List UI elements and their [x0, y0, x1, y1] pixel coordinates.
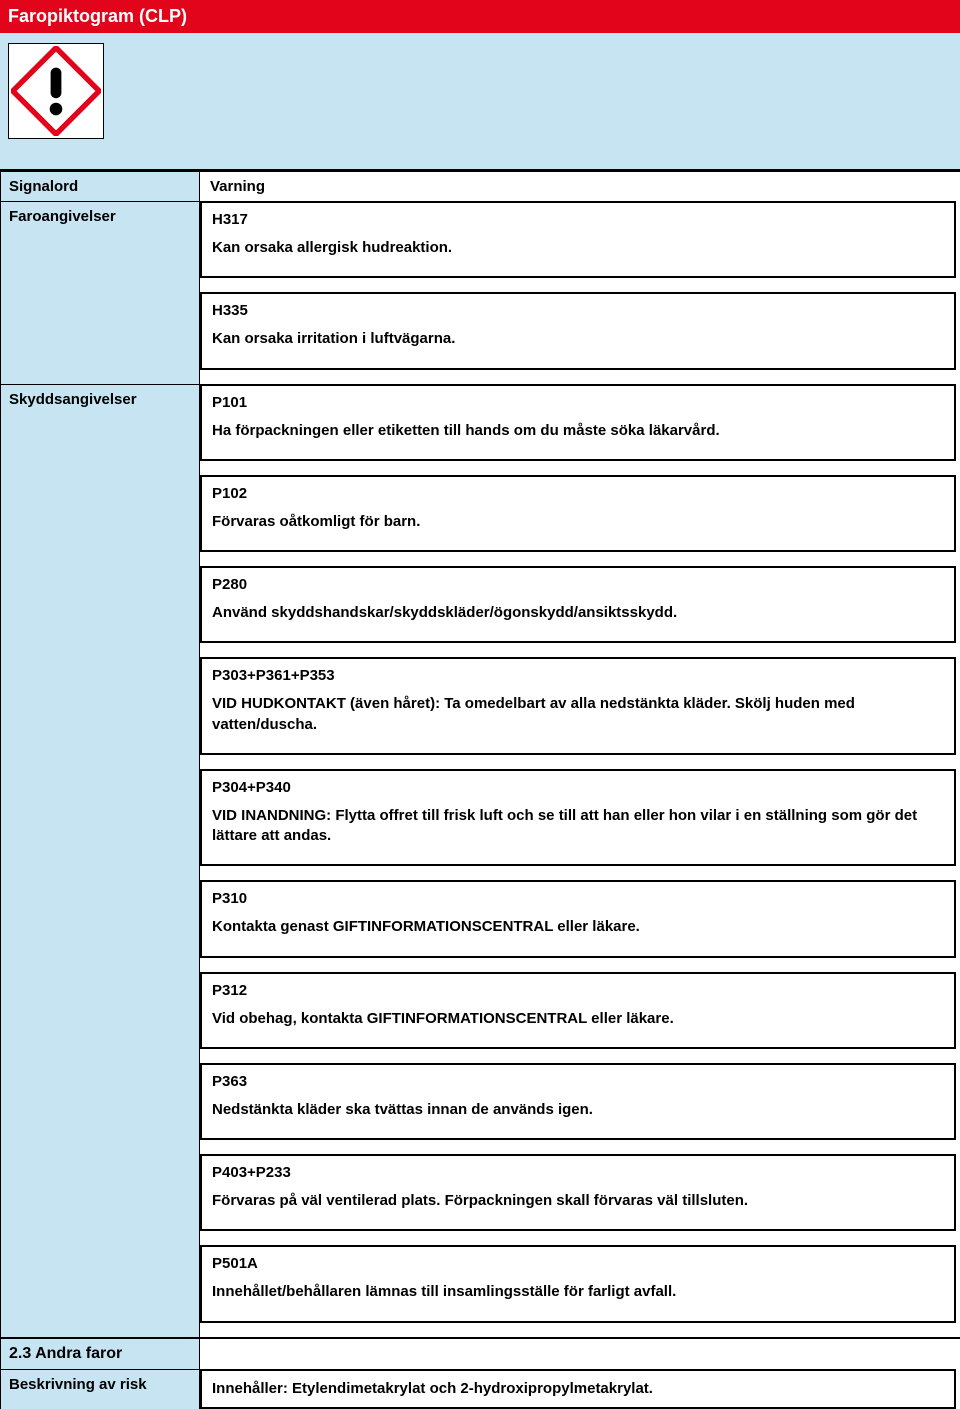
statement-text: Förvaras på väl ventilerad plats. Förpac…: [212, 1191, 944, 1211]
precautionary-statement: P312 Vid obehag, kontakta GIFTINFORMATIO…: [200, 972, 956, 1049]
statement-code: P101: [212, 394, 944, 411]
statement-text: Förvaras oåtkomligt för barn.: [212, 512, 944, 532]
statement-text: Innehållet/behållaren lämnas till insaml…: [212, 1282, 944, 1302]
spacer: [0, 657, 200, 769]
hazard-statements: H335 Kan orsaka irritation i luftvägarna…: [200, 292, 960, 383]
risk-description-label: Beskrivning av risk: [0, 1369, 200, 1409]
risk-description-text: Innehåller: Etylendimetakrylat och 2-hyd…: [212, 1379, 944, 1399]
exclamation-icon: [11, 46, 101, 136]
statement-code: P303+P361+P353: [212, 667, 944, 684]
content-grid: Signalord Varning Faroangivelser H317 Ka…: [0, 170, 960, 1409]
spacer: [0, 769, 200, 881]
statement-code: P280: [212, 576, 944, 593]
spacer: [0, 1154, 200, 1245]
precautionary-statements: P101 Ha förpackningen eller etiketten ti…: [200, 384, 960, 475]
spacer: [0, 1245, 200, 1336]
statement-code: H317: [212, 211, 944, 228]
statement-text: Ha förpackningen eller etiketten till ha…: [212, 421, 944, 441]
statement-text: Kan orsaka allergisk hudreaktion.: [212, 238, 944, 258]
statement-text: Kan orsaka irritation i luftvägarna.: [212, 329, 944, 349]
precautionary-statement: P101 Ha förpackningen eller etiketten ti…: [200, 384, 956, 461]
precautionary-statement: P501A Innehållet/behållaren lämnas till …: [200, 1245, 956, 1322]
precautionary-statement: P280 Använd skyddshandskar/skyddskläder/…: [200, 566, 956, 643]
statement-code: P304+P340: [212, 779, 944, 796]
statement-text: Vid obehag, kontakta GIFTINFORMATIONSCEN…: [212, 1009, 944, 1029]
precautionary-statement: P363 Nedstänkta kläder ska tvättas innan…: [200, 1063, 956, 1140]
ghs-pictogram: [8, 43, 104, 139]
statement-code: P102: [212, 485, 944, 502]
spacer: [0, 880, 200, 971]
statement-code: P363: [212, 1073, 944, 1090]
hazard-statements: H317 Kan orsaka allergisk hudreaktion.: [200, 201, 960, 292]
statement-code: P501A: [212, 1255, 944, 1272]
risk-description: Innehåller: Etylendimetakrylat och 2-hyd…: [200, 1369, 956, 1409]
precautionary-statements-label: Skyddsangivelser: [0, 384, 200, 475]
hazard-statement: H335 Kan orsaka irritation i luftvägarna…: [200, 292, 956, 369]
statement-code: P310: [212, 890, 944, 907]
spacer: [0, 292, 200, 383]
other-hazards-heading: 2.3 Andra faror: [0, 1337, 200, 1369]
spacer: [0, 566, 200, 657]
statement-text: Använd skyddshandskar/skyddskläder/ögons…: [212, 603, 944, 623]
signal-word-value: Varning: [200, 170, 960, 201]
statement-text: Kontakta genast GIFTINFORMATIONSCENTRAL …: [212, 917, 944, 937]
precautionary-statement: P304+P340 VID INANDNING: Flytta offret t…: [200, 769, 956, 867]
signal-word-label: Signalord: [0, 170, 200, 201]
section-header: Faropiktogram (CLP): [0, 0, 960, 33]
statement-code: P312: [212, 982, 944, 999]
statement-text: VID INANDNING: Flytta offret till frisk …: [212, 806, 944, 847]
hazard-statement: H317 Kan orsaka allergisk hudreaktion.: [200, 201, 956, 278]
hazard-statements-label: Faroangivelser: [0, 201, 200, 292]
spacer: [0, 475, 200, 566]
spacer: [0, 972, 200, 1063]
statement-code: P403+P233: [212, 1164, 944, 1181]
statement-text: Nedstänkta kläder ska tvättas innan de a…: [212, 1100, 944, 1120]
precautionary-statement: P310 Kontakta genast GIFTINFORMATIONSCEN…: [200, 880, 956, 957]
pictogram-panel: [0, 33, 960, 170]
precautionary-statement: P102 Förvaras oåtkomligt för barn.: [200, 475, 956, 552]
precautionary-statement: P303+P361+P353 VID HUDKONTAKT (även håre…: [200, 657, 956, 755]
spacer: [200, 1337, 960, 1369]
spacer: [0, 1063, 200, 1154]
precautionary-statement: P403+P233 Förvaras på väl ventilerad pla…: [200, 1154, 956, 1231]
statement-text: VID HUDKONTAKT (även håret): Ta omedelba…: [212, 694, 944, 735]
statement-code: H335: [212, 302, 944, 319]
